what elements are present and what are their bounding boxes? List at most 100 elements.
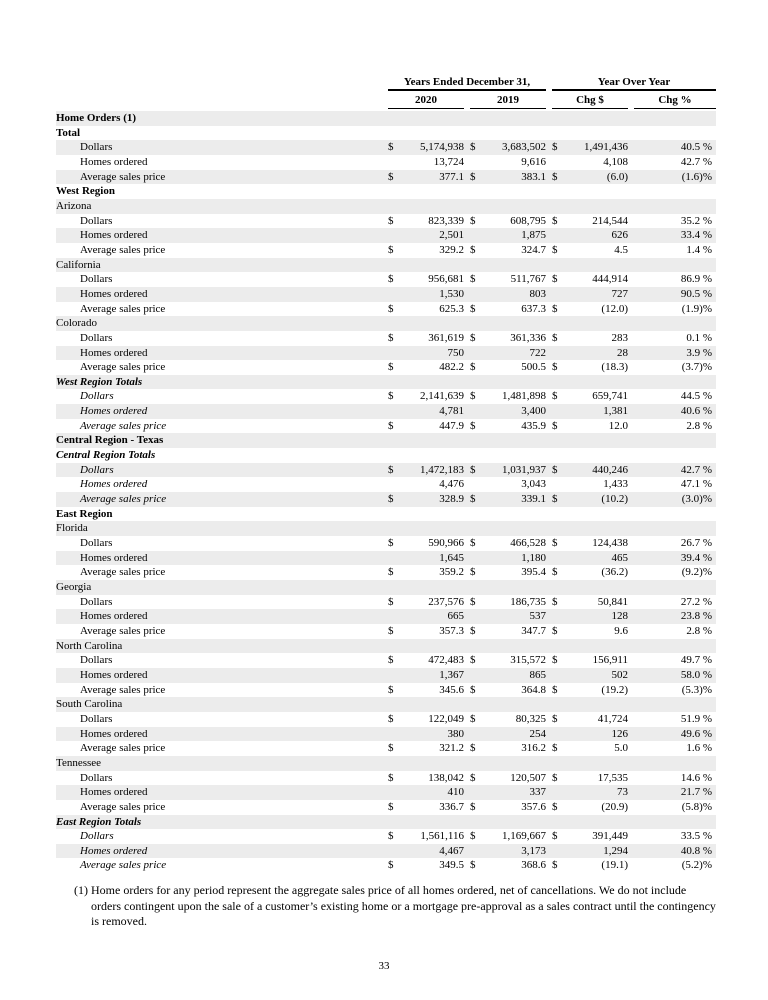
row-label-cell: Dollars xyxy=(56,140,388,155)
cell-2020: $1,561,116 xyxy=(388,829,464,844)
dollar-sign-chg: $ xyxy=(552,830,558,843)
dollar-sign-2020: $ xyxy=(388,273,394,286)
value-2019: 3,173 xyxy=(521,844,546,857)
row-label: Average sales price xyxy=(80,859,167,872)
table-row: Average sales price $359.2 $395.4 $ (36.2… xyxy=(56,565,716,580)
value-2020: 13,724 xyxy=(433,155,464,168)
cell-2019: 3,173 xyxy=(470,844,546,859)
cell-chg-percent: 2.8 % xyxy=(634,624,716,639)
row-label-cell: Average sales price xyxy=(56,741,388,756)
table-row: Homes ordered 1,367 865 502 58.0 % xyxy=(56,667,716,683)
cell-2019: $500.5 xyxy=(470,360,546,375)
page-number: 33 xyxy=(378,960,390,972)
cell-2020: 4,781 xyxy=(388,404,464,419)
cell-chg-dollars: $9.6 xyxy=(552,624,628,639)
dollar-sign-chg: $ xyxy=(552,683,558,696)
value-chg-dollars: 128 xyxy=(611,610,629,623)
table-row: Average sales price $625.3 $637.3 $ (12.0… xyxy=(56,302,716,317)
value-chg-dollars: 1,433 xyxy=(603,478,628,491)
cell-chg-percent: 58.0 % xyxy=(634,668,716,683)
value-chg-percent: 35.2 % xyxy=(680,214,712,227)
dollar-sign-chg: $ xyxy=(552,712,558,725)
dollar-sign-2020: $ xyxy=(388,712,394,725)
value-chg-percent: (1.6)% xyxy=(681,170,712,183)
value-chg-percent: (5.3)% xyxy=(681,683,712,696)
cell-2019: $316.2 xyxy=(470,741,546,756)
row-label-cell: Average sales price xyxy=(56,170,388,185)
value-2019: 608,795 xyxy=(510,214,546,227)
row-label: Average sales price xyxy=(80,170,166,183)
value-chg-percent: (3.0)% xyxy=(681,493,712,506)
table-row: Arizona xyxy=(56,198,716,214)
dollar-sign-chg: $ xyxy=(552,595,558,608)
row-label: Dollars xyxy=(80,654,113,667)
cell-2020: $590,966 xyxy=(388,536,464,551)
value-2019: 357.6 xyxy=(521,800,546,813)
cell-chg-percent: (1.6)% xyxy=(634,170,716,185)
cell-chg-dollars: $12.0 xyxy=(552,419,628,434)
value-chg-dollars: (6.0) xyxy=(606,170,628,183)
value-2020: 377.1 xyxy=(439,170,464,183)
value-chg-percent: 33.4 % xyxy=(680,229,712,242)
cell-chg-dollars: $440,246 xyxy=(552,463,628,478)
value-2020: 482.2 xyxy=(439,361,464,374)
row-label: Colorado xyxy=(56,317,97,330)
value-chg-percent: 23.8 % xyxy=(680,610,712,623)
cell-chg-dollars: $ (20.9) xyxy=(552,800,628,815)
value-2019: 186,735 xyxy=(510,595,546,608)
row-label-cell: Average sales price xyxy=(56,683,388,698)
dollar-sign-chg: $ xyxy=(552,654,558,667)
value-2020: 380 xyxy=(447,727,465,740)
dollar-sign-2020: $ xyxy=(388,859,394,872)
row-label-cell: Central Region - Texas xyxy=(56,433,388,448)
value-2020: 1,472,183 xyxy=(420,463,464,476)
value-chg-dollars: 126 xyxy=(611,727,629,740)
cell-2019: 803 xyxy=(470,287,547,302)
value-2019: 364.8 xyxy=(521,683,546,696)
dollar-sign-2020: $ xyxy=(388,537,394,550)
cell-2019: $347.7 xyxy=(470,624,546,639)
cell-chg-dollars: 4,108 xyxy=(552,155,628,170)
cell-chg-percent: 40.8 % xyxy=(634,844,716,859)
table-row: Dollars $472,483 $315,572 $156,911 49.7 … xyxy=(56,653,716,668)
row-label: Dollars xyxy=(80,830,114,843)
cell-chg-dollars: 626 xyxy=(552,228,629,243)
cell-chg-percent: 49.7 % xyxy=(634,653,716,668)
row-label: California xyxy=(56,258,101,271)
value-2020: 349.5 xyxy=(439,859,464,872)
table-row: Average sales price $329.2 $324.7 $4.5 1… xyxy=(56,243,716,258)
value-chg-percent: 39.4 % xyxy=(680,551,712,564)
value-chg-dollars: 1,294 xyxy=(603,844,628,857)
value-chg-dollars: 626 xyxy=(611,229,629,242)
table-row: North Carolina xyxy=(56,638,716,654)
row-label-cell: Dollars xyxy=(56,463,388,478)
dollar-sign-chg: $ xyxy=(552,141,558,154)
value-chg-percent: 27.2 % xyxy=(680,595,712,608)
cell-chg-dollars: $ (12.0) xyxy=(552,302,628,317)
table-row: Tennessee xyxy=(56,755,716,771)
cell-chg-percent: 42.7 % xyxy=(634,155,716,170)
value-chg-dollars: 465 xyxy=(611,551,629,564)
value-2020: 4,476 xyxy=(439,478,464,491)
table-row: Homes ordered 1,530 803 727 90.5 % xyxy=(56,286,716,302)
table-row: Central Region Totals xyxy=(56,448,716,463)
col-group-years-ended: Years Ended December 31, xyxy=(388,76,546,91)
value-2020: 328.9 xyxy=(439,493,464,506)
row-label-cell: East Region Totals xyxy=(56,815,388,830)
table-row: East Region xyxy=(56,507,716,522)
table-row: Dollars $361,619 $361,336 $283 0.1 % xyxy=(56,331,716,346)
table-row: Homes ordered 1,645 1,180 465 39.4 % xyxy=(56,550,716,566)
value-2019: 339.1 xyxy=(521,493,546,506)
cell-2019: $395.4 xyxy=(470,565,546,580)
row-label: Average sales price xyxy=(80,566,166,579)
cell-2020: $1,472,183 xyxy=(388,463,464,478)
cell-chg-dollars: $214,544 xyxy=(552,214,628,229)
row-label-cell: Dollars xyxy=(56,771,388,786)
row-label-cell: Dollars xyxy=(56,536,388,551)
cell-chg-percent: 27.2 % xyxy=(634,595,716,610)
row-label-cell: Homes ordered xyxy=(56,477,388,492)
value-chg-dollars: 9.6 xyxy=(614,624,628,637)
dollar-sign-chg: $ xyxy=(552,493,558,506)
table-row: Average sales price $345.6 $364.8 $ (19.2… xyxy=(56,683,716,698)
cell-2020: $345.6 xyxy=(388,683,464,698)
